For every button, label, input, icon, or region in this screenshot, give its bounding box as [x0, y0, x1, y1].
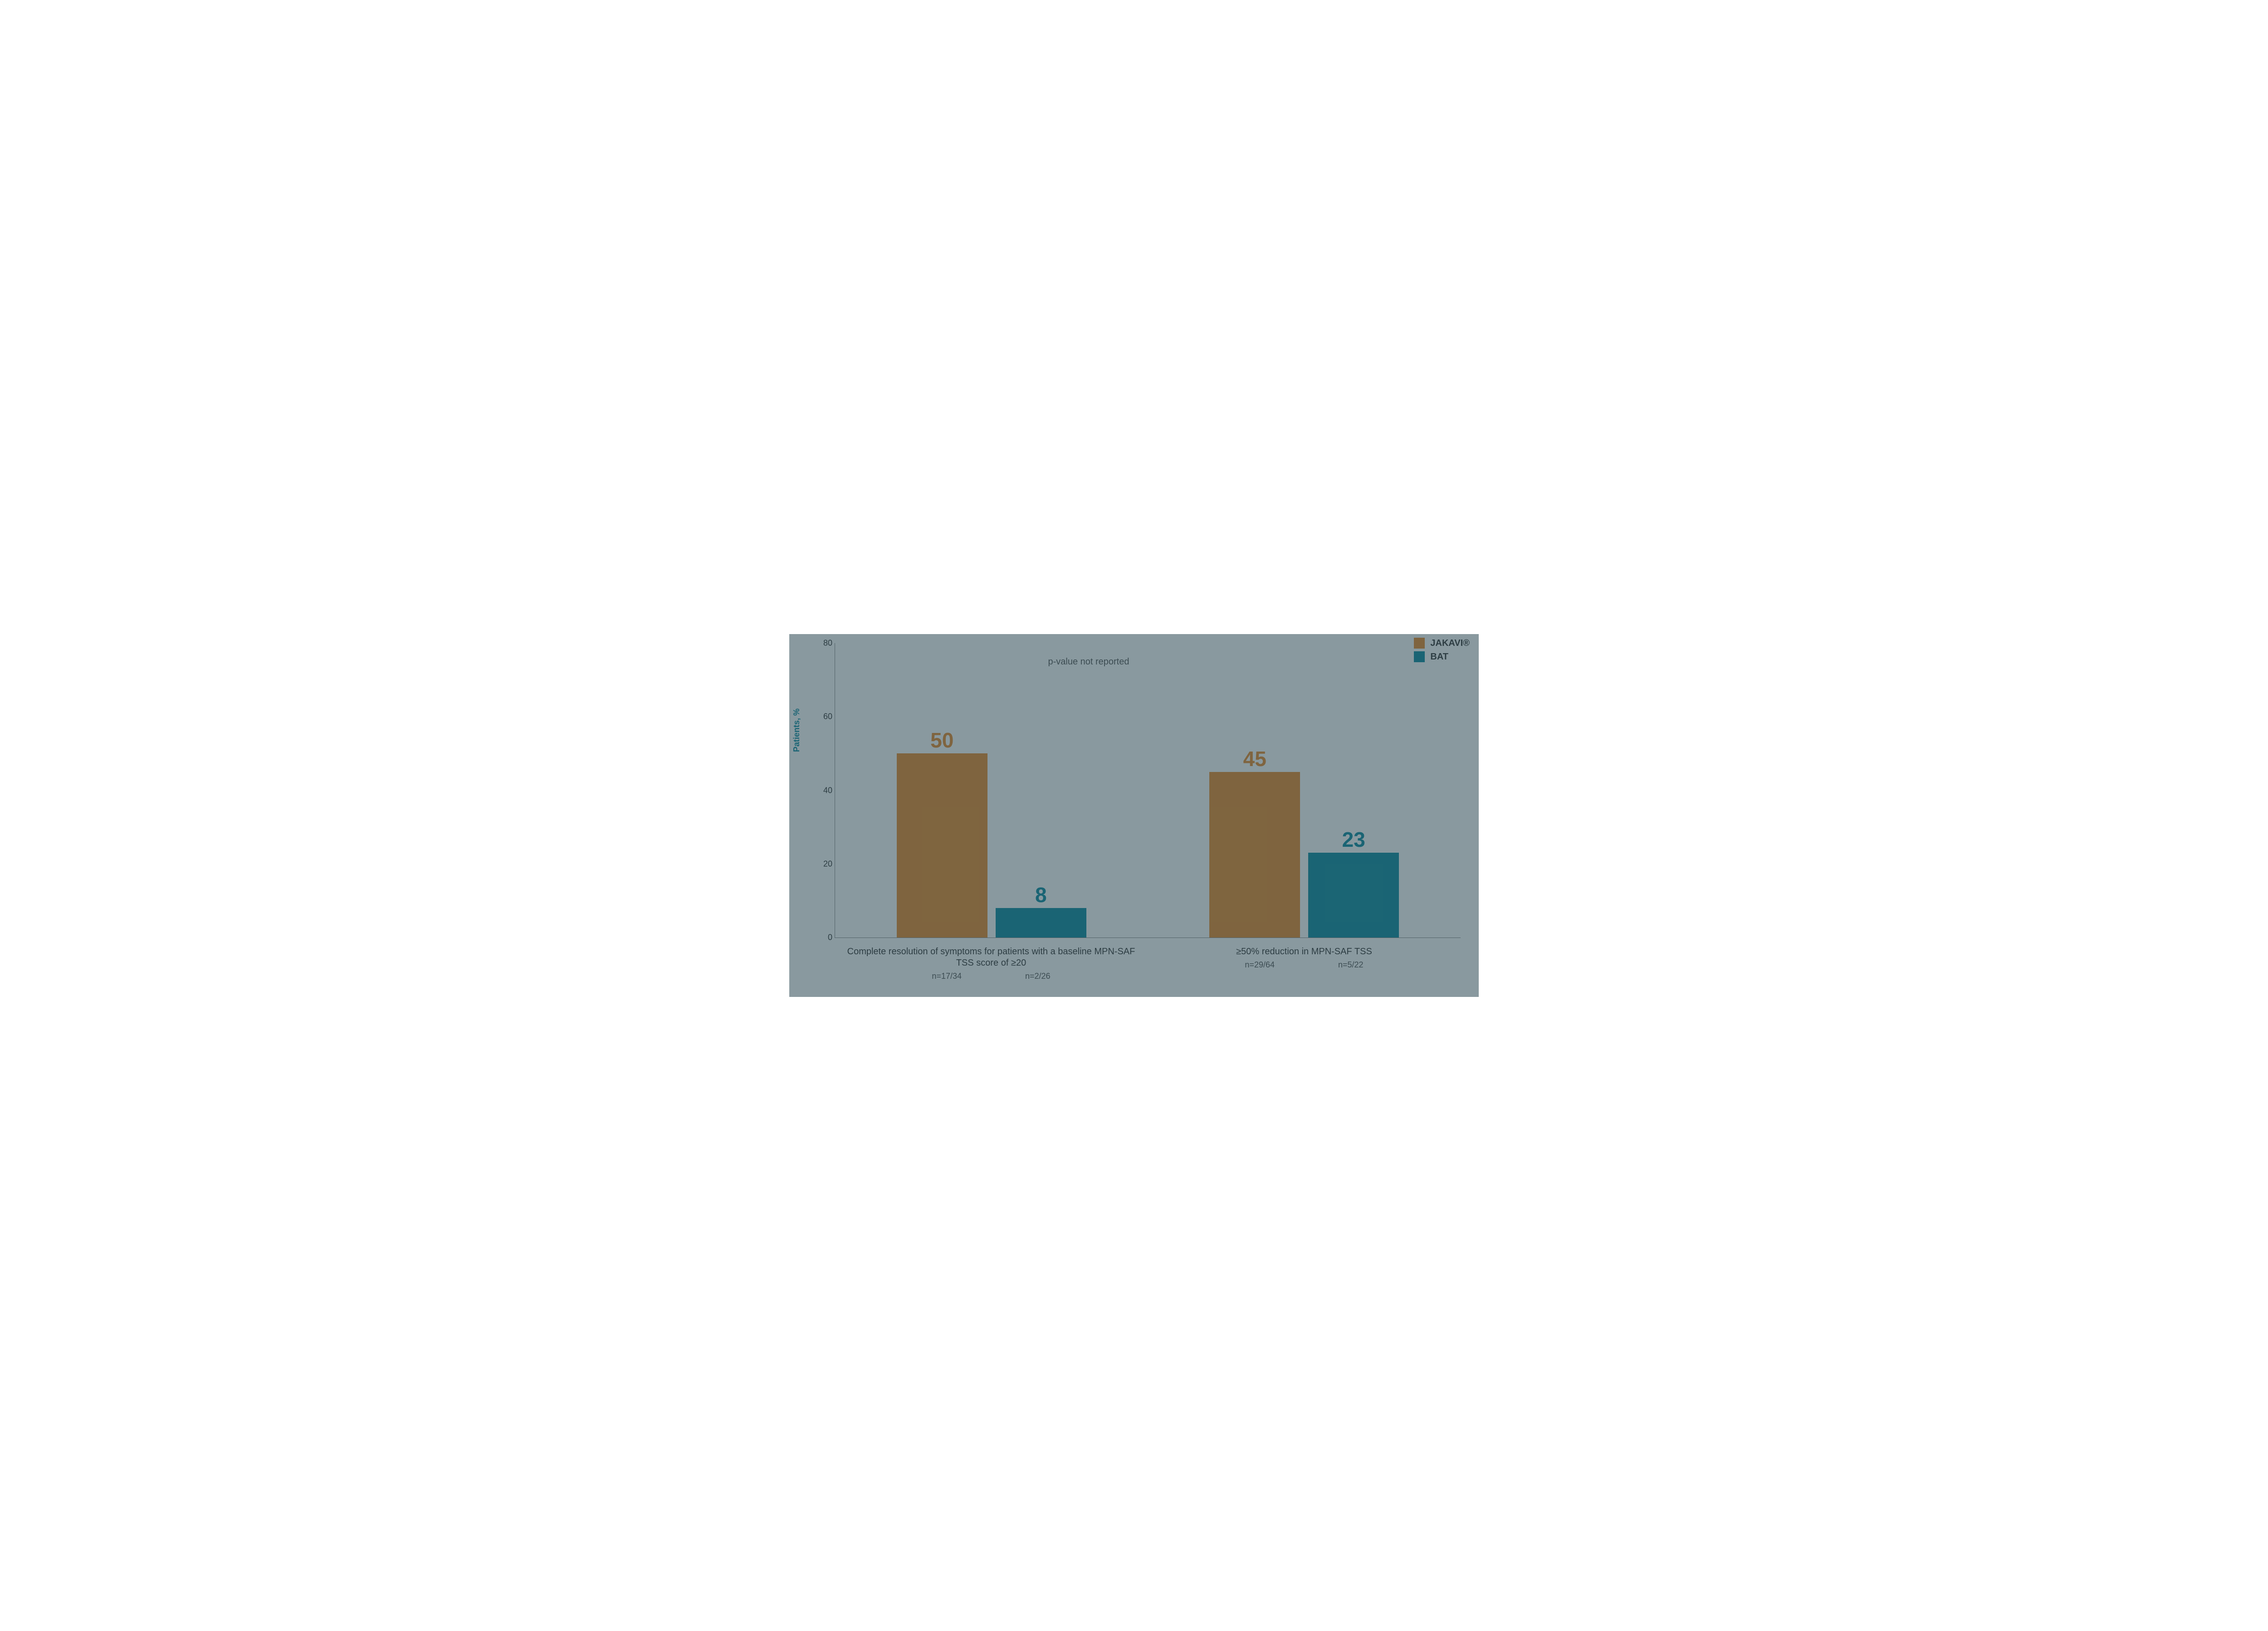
bar-groups: 50 8 45 23 — [835, 643, 1461, 938]
bar-value: 23 — [1342, 829, 1365, 850]
plot-area: 5084523 020406080 — [835, 643, 1461, 938]
bar — [1308, 853, 1399, 938]
n-label: n=2/26 — [1025, 972, 1051, 981]
bar-pair: 50 8 — [897, 643, 1086, 938]
n-label: n=5/22 — [1338, 960, 1364, 970]
y-tick: 80 — [816, 639, 832, 648]
x-axis-labels: Complete resolution of symptoms for pati… — [835, 942, 1461, 997]
chart-container: JAKAVI® BAT p-value not reported Patients… — [789, 634, 1479, 997]
y-tick: 20 — [816, 859, 832, 869]
bar — [897, 753, 987, 938]
y-tick: 40 — [816, 786, 832, 795]
x-group-title: Complete resolution of symptoms for pati… — [844, 946, 1139, 969]
legend-swatch — [1414, 651, 1425, 662]
legend-item: JAKAVI® — [1414, 638, 1470, 649]
x-group: ≥50% reduction in MPN-SAF TSS n=29/64 n=5/… — [1148, 942, 1461, 997]
x-group: Complete resolution of symptoms for pati… — [835, 942, 1148, 997]
x-group-ns: n=17/34 n=2/26 — [844, 972, 1139, 981]
bar-pair: 45 23 — [1209, 643, 1399, 938]
x-group-ns: n=29/64 n=5/22 — [1157, 960, 1452, 970]
bar — [1209, 772, 1300, 938]
bar-column: 8 — [996, 643, 1086, 938]
legend: JAKAVI® BAT — [1414, 638, 1470, 665]
y-tick: 0 — [816, 933, 832, 942]
bar-column: 45 — [1209, 643, 1300, 938]
legend-item: BAT — [1414, 651, 1470, 662]
bar-group: 50 8 — [835, 643, 1148, 938]
n-label: n=17/34 — [932, 972, 962, 981]
bar-value: 8 — [1035, 884, 1047, 905]
bar-group: 45 23 — [1148, 643, 1461, 938]
bar-value: 50 — [930, 730, 953, 751]
y-tick: 60 — [816, 712, 832, 722]
bar-value: 45 — [1243, 748, 1266, 769]
n-label: n=29/64 — [1245, 960, 1275, 970]
legend-label: BAT — [1430, 652, 1448, 662]
y-axis-label: Patients, % — [792, 708, 802, 752]
legend-label: JAKAVI® — [1430, 638, 1470, 649]
legend-swatch — [1414, 638, 1425, 649]
chart-subtitle: p-value not reported — [789, 657, 1388, 667]
bar-column: 50 — [897, 643, 987, 938]
x-group-title: ≥50% reduction in MPN-SAF TSS — [1157, 946, 1452, 957]
bar-column: 23 — [1308, 643, 1399, 938]
bar — [996, 908, 1086, 938]
